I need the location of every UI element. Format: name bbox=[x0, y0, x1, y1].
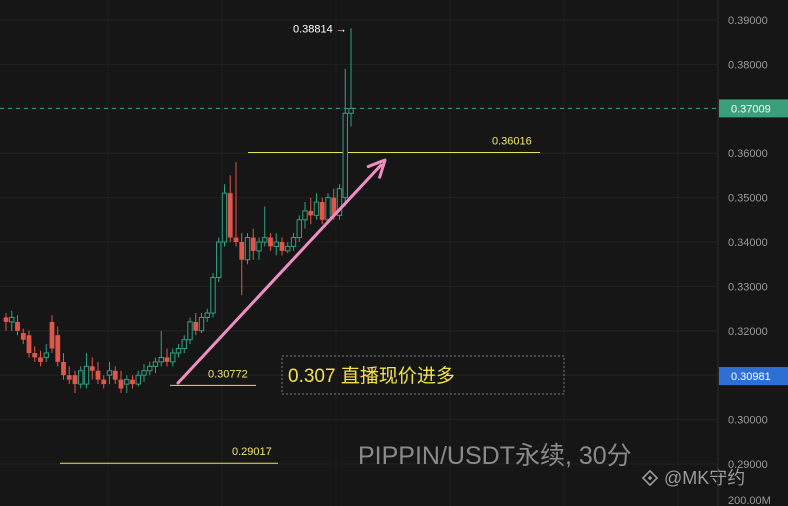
candle-body bbox=[3, 317, 9, 322]
candle-body bbox=[124, 379, 130, 385]
level-label: 0.30772 bbox=[208, 368, 248, 380]
candle-body bbox=[331, 197, 337, 216]
candle-body bbox=[187, 321, 193, 341]
candle-body bbox=[61, 361, 66, 376]
trend-arrow bbox=[176, 158, 387, 385]
candle-body bbox=[95, 370, 101, 380]
candle-body bbox=[89, 366, 95, 371]
arrow-shaft bbox=[176, 163, 383, 385]
candle-body bbox=[66, 375, 72, 380]
candle-body bbox=[308, 210, 314, 216]
candle-body bbox=[164, 357, 170, 362]
candle-body bbox=[118, 379, 124, 389]
current-price-badge-label: 0.37009 bbox=[731, 103, 771, 115]
price-tick-label: 0.36000 bbox=[728, 148, 768, 160]
candle-body bbox=[233, 237, 239, 242]
candle-body bbox=[152, 361, 159, 367]
price-tick-label: 0.38000 bbox=[728, 59, 768, 71]
price-badges: 0.37009 0.30981 bbox=[719, 99, 788, 386]
candle-body bbox=[227, 193, 233, 238]
annotation-text: 0.307 直播现价进多 bbox=[288, 365, 455, 387]
candle-body bbox=[9, 316, 15, 323]
candle-body bbox=[210, 277, 216, 314]
price-tick-label: 0.33000 bbox=[728, 281, 768, 293]
candle-body bbox=[325, 197, 331, 221]
candle-body bbox=[158, 356, 164, 363]
watermark-symbol: PIPPIN/USDT永续, 30分 bbox=[358, 442, 632, 470]
candle-body bbox=[141, 370, 147, 376]
candle-body bbox=[342, 112, 348, 199]
candle-body bbox=[106, 370, 113, 376]
level-label: 0.36016 bbox=[492, 135, 532, 147]
candle-body bbox=[348, 107, 354, 114]
candle-body bbox=[83, 365, 90, 385]
candle-body bbox=[273, 241, 279, 247]
candle-body bbox=[193, 321, 199, 331]
price-marker-badge-label: 0.30981 bbox=[731, 371, 771, 383]
candle-body bbox=[216, 241, 222, 279]
candle-body bbox=[55, 335, 61, 362]
level-label: 0.29017 bbox=[232, 446, 272, 458]
candle-body bbox=[181, 339, 187, 350]
candle-body bbox=[72, 375, 78, 385]
candle-body bbox=[147, 365, 153, 372]
price-tick-label: 0.32000 bbox=[728, 326, 768, 338]
candle-body bbox=[313, 201, 320, 216]
candle-body bbox=[130, 379, 135, 385]
price-tick-label: 0.30000 bbox=[728, 415, 768, 427]
candle-body bbox=[239, 242, 245, 260]
candle-body bbox=[296, 219, 302, 239]
candle-body bbox=[204, 312, 210, 318]
binance-logo-icon bbox=[641, 469, 659, 487]
candle-body bbox=[78, 370, 84, 385]
candle-body bbox=[319, 202, 325, 220]
candle-body bbox=[112, 370, 118, 380]
candle-body bbox=[268, 237, 273, 247]
candle-body bbox=[262, 237, 268, 243]
candle-body bbox=[20, 333, 26, 340]
volume-tick: 200.00M bbox=[728, 495, 771, 506]
candle-body bbox=[221, 192, 228, 243]
horizontal-levels: 0.36016 0.30772 0.29017 bbox=[60, 135, 540, 464]
candle-body bbox=[250, 237, 256, 251]
candle-body bbox=[101, 379, 107, 385]
candle-body bbox=[175, 348, 182, 354]
watermark-source: @MK守约 bbox=[664, 468, 745, 488]
candle-body bbox=[43, 352, 49, 358]
candle-body bbox=[32, 353, 38, 358]
price-marker-badge bbox=[719, 367, 788, 386]
candle-body bbox=[15, 321, 20, 331]
candles: 0.38814 → bbox=[3, 23, 354, 393]
candle-body bbox=[290, 237, 297, 247]
candle-body bbox=[26, 335, 32, 353]
price-axis: 0.390000.380000.370000.360000.350000.340… bbox=[728, 15, 768, 471]
candle-body bbox=[302, 210, 308, 221]
candle-body bbox=[256, 241, 262, 252]
annotation-box bbox=[281, 355, 565, 395]
candle-body bbox=[198, 316, 205, 332]
candle-body bbox=[170, 352, 176, 363]
arrow-head-icon bbox=[366, 158, 387, 179]
candle-body bbox=[336, 188, 343, 216]
price-tick-label: 0.29000 bbox=[728, 459, 768, 471]
candle-body bbox=[285, 245, 291, 252]
price-tick-label: 0.34000 bbox=[728, 237, 768, 249]
high-marker-label: 0.38814 → bbox=[293, 23, 347, 35]
candle-body bbox=[244, 237, 251, 261]
current-price-badge bbox=[719, 99, 788, 118]
candle-body bbox=[49, 321, 55, 349]
price-tick-label: 0.35000 bbox=[728, 193, 768, 205]
candle-body bbox=[135, 374, 141, 385]
grid-lines bbox=[0, 19, 718, 465]
price-tick-label: 0.39000 bbox=[728, 15, 768, 27]
candle-body bbox=[38, 357, 43, 362]
candle-body bbox=[279, 242, 285, 251]
